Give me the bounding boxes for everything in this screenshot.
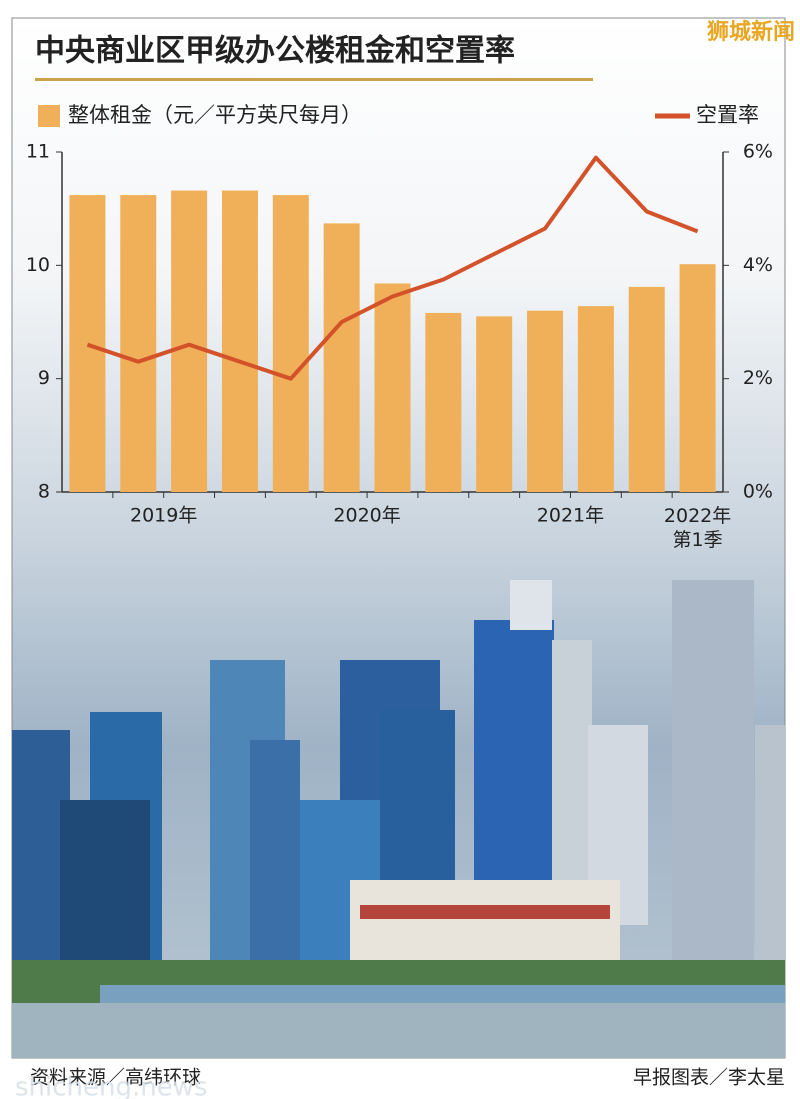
building — [60, 800, 150, 990]
source: 资料来源／高纬环球 — [30, 1067, 201, 1089]
watermark: 狮城新闻 — [707, 19, 795, 45]
title-underline — [35, 78, 593, 81]
bar — [374, 283, 411, 492]
x-tick-label: 2020年 — [333, 505, 400, 527]
bar — [69, 195, 106, 493]
bar — [272, 195, 309, 493]
bar — [527, 310, 564, 492]
y-tick-label: 10 — [26, 254, 50, 276]
bar — [171, 190, 208, 493]
bar — [323, 223, 360, 492]
y2-tick-label: 2% — [743, 367, 773, 389]
bar — [221, 190, 258, 493]
skyline — [12, 580, 785, 1058]
y2-tick-label: 4% — [743, 254, 773, 276]
credit: 早报图表／李太星 — [633, 1067, 785, 1089]
y-tick-label: 11 — [26, 141, 50, 163]
building — [510, 580, 552, 630]
line — [86, 155, 699, 381]
building — [250, 740, 300, 990]
building — [474, 620, 554, 890]
y2-tick-label: 6% — [743, 141, 773, 163]
bar — [679, 264, 716, 492]
building — [552, 640, 592, 910]
y-tick-label: 8 — [38, 481, 50, 503]
x-tick-label: 2022年第1季 — [664, 505, 731, 551]
chart-title: 中央商业区甲级办公楼租金和空置率 — [35, 34, 515, 69]
bridge — [100, 985, 785, 1003]
bar — [120, 195, 157, 493]
x-tick-label: 2019年 — [130, 505, 197, 527]
watermark: shicheng.news — [15, 1073, 208, 1099]
legend-label: 整体租金（元／平方英尺每月） — [68, 103, 362, 127]
water — [12, 1003, 785, 1058]
bar — [577, 306, 614, 492]
building — [360, 905, 610, 919]
y-tick-label: 9 — [38, 367, 50, 389]
building — [672, 580, 754, 970]
legend-swatch — [38, 105, 60, 127]
legend-label: 空置率 — [696, 103, 759, 127]
bar — [425, 312, 462, 492]
x-tick-label: 2021年 — [537, 505, 604, 527]
bar — [628, 286, 665, 492]
y2-tick-label: 0% — [743, 481, 773, 503]
building — [755, 725, 785, 965]
building — [350, 880, 620, 970]
building — [380, 710, 455, 890]
bar — [476, 316, 513, 492]
